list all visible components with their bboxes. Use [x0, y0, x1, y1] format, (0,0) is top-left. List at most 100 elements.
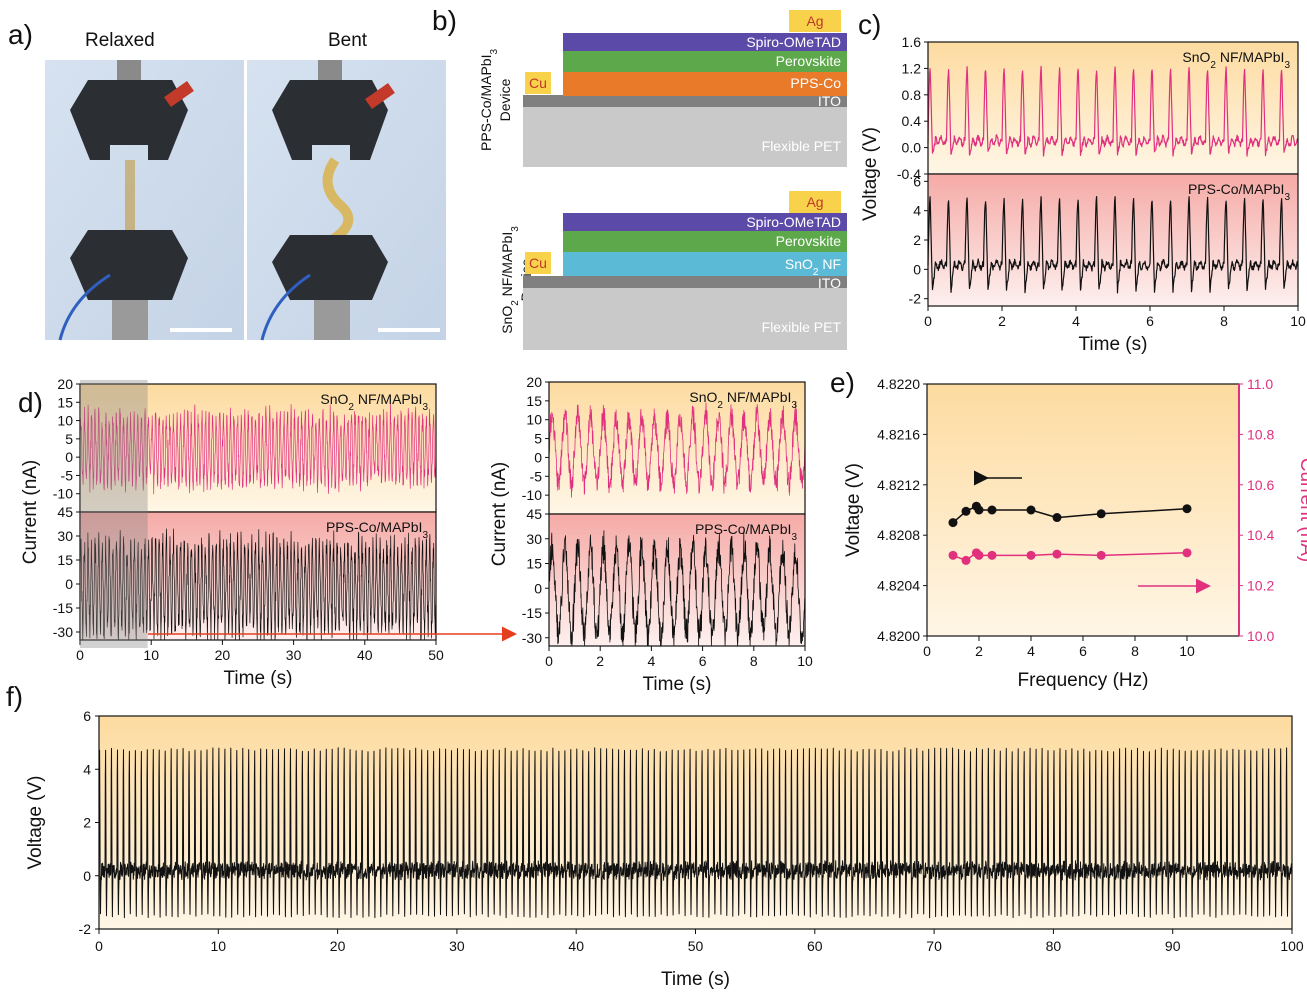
panel-a: Relaxed Bent [45, 30, 446, 341]
panel-label-b: b) [432, 5, 457, 36]
x-tick-label: 8 [1131, 643, 1139, 659]
data-point-voltage [1182, 504, 1192, 514]
plot-bg-e [927, 384, 1239, 636]
layer-perovskite-label: Perovskite [776, 53, 842, 69]
y-tick-label: 45 [57, 504, 73, 520]
data-point-voltage [961, 506, 971, 516]
layer-spiro-2-label: Spiro-OMeTAD [746, 214, 841, 230]
x-tick-label: 10 [797, 653, 813, 669]
panel-b: PPS-Co/MAPbI3 Device Flexible PET ITO PP… [478, 10, 847, 350]
y-tick-label: -10 [53, 486, 73, 502]
electrode-ag-label: Ag [806, 13, 823, 29]
x-tick-label: 50 [428, 647, 444, 663]
x-tick-label: 6 [1146, 313, 1154, 329]
panel-label-e: e) [830, 367, 855, 398]
data-point-current [1052, 549, 1062, 559]
y2-tick-label: 10.8 [1247, 426, 1274, 442]
data-point-current [974, 550, 984, 560]
y-tick-label: 0 [83, 868, 91, 884]
layer-spiro-2 [563, 213, 847, 231]
y2-tick-label: 10.2 [1247, 578, 1274, 594]
y-tick-label: 15 [57, 552, 73, 568]
x-tick-label: 20 [215, 647, 231, 663]
data-point-voltage [948, 518, 958, 528]
layer-spiro-label: Spiro-OMeTAD [746, 34, 841, 50]
x-tick-label: 4 [648, 653, 656, 669]
electrode-ag [789, 10, 841, 32]
y-tick-label: 4.8220 [877, 376, 920, 392]
x-tick-label: 90 [1165, 938, 1181, 954]
chart-d_zoom: SnO2 NF/MAPbI3-10-505101520PPS-Co/MAPbI3… [489, 374, 813, 695]
charts-layer: SnO2 NF/MAPbI3 -0.4 0.0 0.4 0.8 1.2 1.6 PPS-Co/… [20, 34, 1307, 990]
bent-fixture-illustration [260, 60, 440, 341]
panel-label-c: c) [858, 9, 881, 40]
data-point-voltage [987, 505, 997, 515]
layer-ito-2 [523, 276, 847, 288]
data-point-current [1096, 550, 1106, 560]
y-tick-label: 4.8208 [877, 527, 920, 543]
y-tick-label: 0.0 [902, 140, 922, 156]
x-tick-label: 2 [975, 643, 983, 659]
y-tick-label: 5 [534, 431, 542, 447]
y-tick-label: 2 [83, 815, 91, 831]
data-point-current [987, 550, 997, 560]
electrode-ag-2-label: Ag [806, 194, 823, 210]
x-axis-label: Time (s) [1079, 334, 1148, 355]
plot-frame-d-1 [79, 511, 437, 641]
y-tick-label: 4.8204 [877, 578, 920, 594]
x-tick-label: 10 [1179, 643, 1195, 659]
layer-sno2-label: SnO2 NF [785, 256, 841, 278]
x-tick-label: 40 [568, 938, 584, 954]
layer-perovskite-2 [563, 231, 847, 252]
y-tick-label: -2 [909, 291, 922, 307]
relaxed-fixture-illustration [58, 60, 232, 341]
relaxed-caption: Relaxed [85, 30, 155, 51]
y-axis-label: Voltage (V) [843, 463, 864, 557]
y-tick-label: 10 [57, 413, 73, 429]
layer-ito-label: ITO [818, 93, 841, 109]
x-tick-label: 4 [1027, 643, 1035, 659]
y-tick-label: 0.4 [902, 113, 922, 129]
chart-c: SnO2 NF/MAPbI3 -0.4 0.0 0.4 0.8 1.2 1.6 PPS-Co/… [860, 34, 1306, 355]
y-tick-label: 0.8 [902, 87, 922, 103]
layer-perovskite [563, 51, 847, 72]
x-tick-label: 8 [1220, 313, 1228, 329]
device-top-stack: PPS-Co/MAPbI3 Device Flexible PET ITO PP… [478, 10, 847, 167]
y-tick-label: 0 [65, 576, 73, 592]
y-axis-label: Voltage (V) [25, 776, 46, 870]
y-tick-label: -30 [522, 630, 542, 646]
y-tick-label: 20 [57, 376, 73, 392]
electrode-cu-2-label: Cu [529, 255, 547, 271]
series-label-d_zoom-1: PPS-Co/MAPbI3 [695, 521, 797, 543]
y-tick-label: 4.8216 [877, 426, 920, 442]
x-tick-label: 6 [699, 653, 707, 669]
x-tick-label: 60 [807, 938, 823, 954]
x-tick-label: 10 [1290, 313, 1306, 329]
electrode-cu-label: Cu [529, 75, 547, 91]
y-tick-label: 4 [913, 203, 921, 219]
panel-label-d: d) [18, 387, 43, 418]
data-point-current [948, 550, 958, 560]
device-bottom-name: SnO2 NF/MAPbI3 [499, 226, 521, 334]
y-tick-label: 1.2 [902, 60, 922, 76]
y-axis-label: Current (nA) [489, 462, 510, 567]
data-point-voltage [974, 505, 984, 515]
device-top-name: PPS-Co/MAPbI3 [478, 49, 500, 151]
layer-pet-2-label: Flexible PET [762, 319, 842, 335]
y2-axis-label: Current (nA) [1296, 458, 1307, 563]
y-tick-label: 30 [57, 528, 73, 544]
y-tick-label: -2 [79, 921, 92, 937]
y-tick-label: 4.8200 [877, 628, 920, 644]
layer-pet-2 [523, 288, 847, 350]
y-tick-label: -15 [53, 600, 73, 616]
zoom-highlight-region [80, 380, 148, 648]
series-label-d-0: SnO2 NF/MAPbI3 [320, 391, 428, 413]
x-tick-label: 0 [76, 647, 84, 663]
x-axis-label: Time (s) [643, 674, 712, 695]
x-tick-label: 8 [750, 653, 758, 669]
y-tick-label: -5 [61, 467, 74, 483]
x-tick-label: 70 [926, 938, 942, 954]
y-tick-label: 15 [57, 394, 73, 410]
